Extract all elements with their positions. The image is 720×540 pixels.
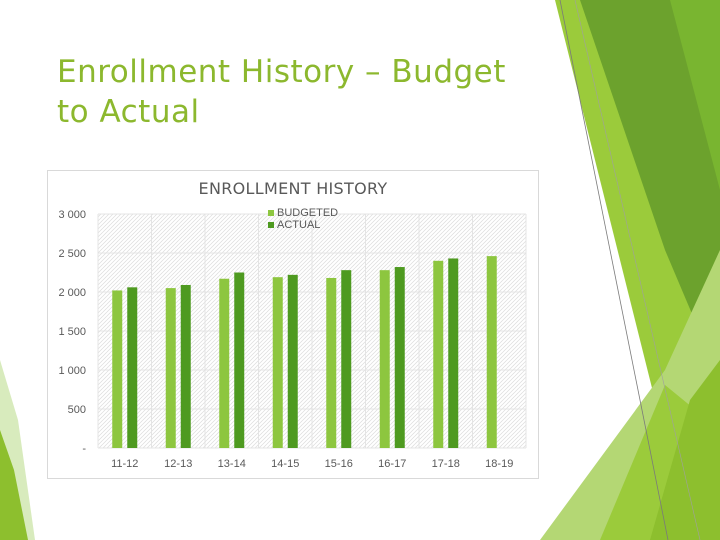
slide-title: Enrollment History – Budget to Actual: [57, 52, 557, 132]
legend-item-actual: ACTUAL: [268, 219, 338, 231]
bar-budgeted-12-13: [165, 288, 176, 448]
chart-container: - 500 1 000 1 500 2 000 2 500 3 000 11-12 12-13 1…: [47, 170, 539, 479]
bar-actual-13-14: [234, 272, 245, 448]
chart-title: ENROLLMENT HISTORY: [198, 179, 388, 198]
decor-line: [559, 0, 669, 540]
slide-title-line-2: to Actual: [57, 94, 200, 130]
x-tick-label: 14-15: [271, 458, 299, 470]
x-tick-label: 16-17: [378, 458, 406, 470]
x-tick-label: 12-13: [164, 458, 192, 470]
legend-swatch-actual: [268, 222, 274, 228]
bar-budgeted-13-14: [219, 278, 230, 448]
bar-actual-14-15: [287, 274, 298, 448]
x-tick-label: 17-18: [432, 458, 460, 470]
bar-chart: - 500 1 000 1 500 2 000 2 500 3 000 11-12 12-13 1…: [58, 209, 527, 470]
bar-budgeted-18-19: [486, 256, 497, 448]
y-tick-label: 500: [68, 404, 86, 416]
bar-budgeted-16-17: [379, 270, 390, 448]
chart-legend: BUDGETED ACTUAL: [268, 207, 338, 231]
bar-actual-17-18: [448, 258, 459, 448]
bar-budgeted-11-12: [112, 290, 123, 448]
slide-title-line-1: Enrollment History – Budget: [57, 54, 506, 90]
y-tick-label: 3 000: [58, 209, 86, 221]
bar-actual-16-17: [394, 267, 405, 448]
bar-budgeted-14-15: [272, 277, 283, 448]
legend-swatch-budgeted: [268, 210, 274, 216]
bar-budgeted-15-16: [326, 277, 337, 448]
decor-facet: [580, 0, 720, 380]
decor-facet: [670, 0, 720, 190]
y-tick-label: 2 000: [58, 287, 86, 299]
x-tick-label: 15-16: [325, 458, 353, 470]
x-tick-label: 13-14: [218, 458, 246, 470]
decor-line: [574, 0, 701, 540]
y-tick-label: -: [82, 443, 86, 455]
bar-actual-11-12: [127, 287, 138, 448]
bar-actual-12-13: [180, 284, 191, 448]
y-tick-label: 1 000: [58, 365, 86, 377]
legend-label-budgeted: BUDGETED: [277, 207, 339, 219]
y-tick-label: 1 500: [58, 326, 86, 338]
x-tick-label: 18-19: [485, 458, 513, 470]
bar-budgeted-17-18: [433, 260, 444, 448]
legend-item-budgeted: BUDGETED: [268, 207, 338, 219]
legend-label-actual: ACTUAL: [277, 219, 321, 231]
bar-actual-15-16: [341, 270, 352, 448]
decor-facet: [650, 360, 720, 540]
x-tick-label: 11-12: [111, 458, 138, 470]
y-tick-label: 2 500: [58, 248, 86, 260]
decor-facet: [0, 430, 28, 540]
